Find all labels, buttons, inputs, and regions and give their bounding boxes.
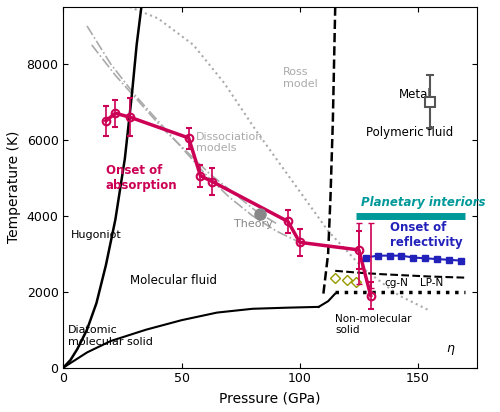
Text: η: η xyxy=(446,342,454,356)
Text: Metal: Metal xyxy=(399,88,432,101)
Text: Hugoniot: Hugoniot xyxy=(70,230,121,240)
Text: Planetary interiors: Planetary interiors xyxy=(361,196,486,209)
Text: cg-N: cg-N xyxy=(385,278,408,288)
Text: Ross
model: Ross model xyxy=(283,67,318,89)
Text: Theory: Theory xyxy=(234,219,272,229)
Text: Polymeric fluid: Polymeric fluid xyxy=(366,126,453,139)
Text: Dissociation
models: Dissociation models xyxy=(196,131,263,153)
Y-axis label: Temperature (K): Temperature (K) xyxy=(7,131,21,243)
X-axis label: Pressure (GPa): Pressure (GPa) xyxy=(220,391,321,405)
Text: Diatomic
molecular solid: Diatomic molecular solid xyxy=(68,325,153,347)
Text: Non-molecular
solid: Non-molecular solid xyxy=(335,314,411,335)
Text: Molecular fluid: Molecular fluid xyxy=(130,274,216,287)
Text: Onset of
absorption: Onset of absorption xyxy=(106,164,178,192)
Text: LP-N: LP-N xyxy=(420,278,444,288)
Text: Onset of
reflectivity: Onset of reflectivity xyxy=(390,221,462,249)
